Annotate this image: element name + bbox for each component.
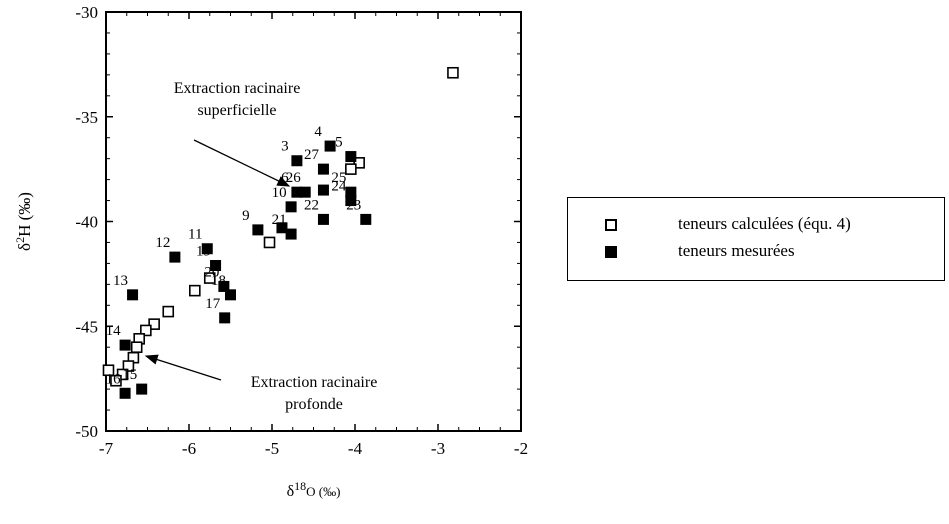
measured-point — [119, 339, 131, 351]
measured-point — [360, 213, 372, 225]
measured-point — [285, 228, 297, 240]
measured-point — [317, 213, 329, 225]
point-label: 15 — [122, 367, 137, 383]
point-label: 12 — [155, 235, 170, 251]
measured-point — [324, 140, 336, 152]
calculated-point — [122, 360, 135, 372]
measured-point — [210, 259, 222, 271]
x-tick-label: -5 — [265, 439, 279, 458]
calculated-point — [116, 368, 129, 381]
point-label: 11 — [188, 227, 202, 243]
measured-point — [317, 163, 329, 175]
annotations: Extraction racinaire superficielle Extract… — [144, 80, 378, 413]
measured-point — [225, 289, 236, 301]
calculated-point — [102, 364, 115, 377]
annotation-superficial-line1: Extraction racinaire — [174, 80, 301, 97]
measured-point — [285, 201, 297, 213]
point-label: 20 — [204, 264, 219, 280]
point-label: 21 — [272, 212, 287, 228]
annotation-superficial-line2: superficielle — [197, 102, 276, 119]
x-axis-label: δ18O (‰) — [287, 479, 341, 500]
x-tick-label: -4 — [348, 439, 363, 458]
legend-item-measured: teneurs mesurées — [568, 239, 944, 263]
point-label: 23 — [346, 197, 361, 213]
calculated-point — [148, 318, 160, 330]
legend-label-measured: teneurs mesurées — [678, 241, 795, 260]
measured-point — [169, 251, 181, 263]
point-label: 4 — [314, 124, 322, 140]
x-tick-label: -7 — [99, 439, 114, 458]
y-tick-label: -45 — [75, 317, 98, 336]
axes: -7 -6 -5 -4 -3 -2 -50 -45 -40 -35 -30 δ2H (‰) δ18O (… — [13, 3, 528, 500]
open-square-icon — [605, 219, 617, 231]
measured-point — [218, 280, 230, 292]
annotation-deep-arrow — [144, 354, 222, 381]
calculated-point — [353, 157, 365, 169]
measured-point — [317, 184, 329, 196]
x-tick-label: -2 — [514, 439, 528, 458]
legend: teneurs calculées (équ. 4) teneurs mesur… — [567, 197, 945, 281]
measured-point — [345, 151, 357, 163]
calculated-point — [447, 66, 459, 79]
point-label: 18 — [211, 273, 226, 289]
point-label: 25 — [331, 170, 346, 186]
legend-item-calculated: teneurs calculées (équ. 4) — [568, 212, 944, 236]
measured-point — [299, 186, 311, 198]
y-axis-label: δ2H (‰) — [13, 192, 34, 251]
point-label: 14 — [106, 323, 122, 339]
point-label: 16 — [106, 371, 122, 387]
x-tick-label: -3 — [431, 439, 445, 458]
calculated-point — [203, 272, 216, 284]
annotation-superficial-arrow — [193, 139, 291, 187]
point-label: 24 — [331, 179, 347, 195]
y-tick-label: -30 — [75, 3, 98, 22]
point-label: 9 — [242, 208, 250, 224]
calculated-point — [140, 324, 152, 337]
point-label: 19 — [196, 243, 211, 259]
measured-point — [291, 155, 303, 167]
y-tick-label: -35 — [75, 108, 98, 127]
measured-point — [345, 195, 357, 207]
calculated-point — [130, 341, 143, 354]
calculated-point — [189, 284, 201, 297]
measured-point — [136, 383, 148, 395]
plot-frame — [105, 11, 522, 432]
calculated-point — [263, 236, 276, 249]
point-label: 13 — [113, 273, 128, 289]
y-tick-label: -50 — [75, 422, 98, 441]
measured-point — [219, 312, 231, 324]
measured-point — [276, 222, 288, 234]
calculated-point — [345, 163, 357, 175]
point-label: 17 — [205, 296, 221, 312]
point-label: 26 — [286, 170, 302, 186]
point-label: 27 — [304, 147, 320, 163]
point-label: 6 — [281, 170, 289, 186]
measured-point — [252, 224, 264, 236]
x-tick-label: -6 — [182, 439, 196, 458]
measured-point — [119, 387, 131, 399]
point-label: 3 — [281, 139, 289, 155]
calculated-point — [162, 305, 175, 318]
measured-point — [201, 243, 213, 255]
legend-label-calculated: teneurs calculées (équ. 4) — [678, 214, 851, 233]
data-points — [102, 66, 459, 399]
point-label: 5 — [335, 135, 343, 151]
calculated-point — [110, 374, 122, 387]
annotation-deep-line1: Extraction racinaire — [251, 374, 378, 391]
measured-point — [127, 289, 139, 301]
point-label: 10 — [272, 185, 287, 201]
annotation-deep-line2: profonde — [285, 396, 343, 413]
point-label: 22 — [304, 197, 319, 213]
filled-square-icon — [605, 246, 617, 258]
y-tick-label: -40 — [75, 213, 98, 232]
